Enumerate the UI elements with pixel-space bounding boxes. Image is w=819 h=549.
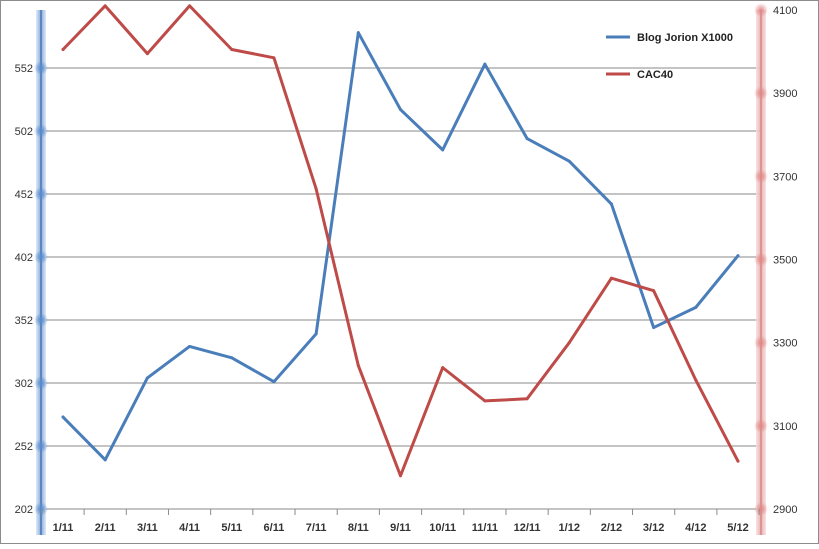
data-point [483,62,487,66]
data-point [61,48,65,52]
left-tick-mark [34,438,48,453]
left-tick-label: 302 [15,378,33,390]
left-tick-label: 402 [15,252,33,264]
data-point [230,356,234,360]
left-tick-mark [34,186,48,201]
data-point [314,187,318,191]
data-point [272,380,276,384]
left-tick-label: 452 [15,189,33,201]
x-tick-label: 5/12 [727,522,748,534]
x-tick-label: 11/11 [472,522,498,534]
data-point [694,305,698,309]
data-point [399,108,402,112]
x-tick-label: 2/12 [601,522,622,534]
data-point [567,159,571,163]
right-tick-mark [754,335,768,350]
data-point [441,366,445,370]
x-tick-label: 10/11 [429,522,456,534]
left-tick-label: 352 [15,315,33,327]
x-tick-label: 6/11 [264,522,285,534]
gridlines [41,67,761,510]
data-point [103,4,107,8]
data-point [609,276,613,280]
data-point [399,474,402,478]
data-point [694,378,698,382]
right-tick-label: 2900 [773,504,797,516]
right-tick-mark [754,169,768,184]
x-tick-label: 4/12 [685,522,706,534]
right-tick-mark [754,3,768,17]
x-tick-label: 8/11 [348,522,369,534]
right-tick-mark [754,86,768,101]
data-point [61,415,65,419]
x-tick-label: 1/12 [559,522,580,534]
x-tick-label: 5/11 [221,522,242,534]
series-lines [61,4,740,478]
right-tick-mark [754,418,768,433]
data-point [483,399,487,403]
data-point [609,202,613,206]
x-tick-label: 9/11 [390,522,411,534]
legend-label: CAC40 [637,69,673,81]
legend-label: Blog Jorion X1000 [637,32,733,44]
right-tick-label: 3900 [773,88,797,100]
left-tick-label: 202 [15,504,33,516]
data-point [567,341,571,345]
data-point [356,364,360,368]
data-point [230,48,234,52]
data-point [356,31,360,35]
data-point [652,289,656,293]
left-tick-label: 552 [15,63,33,75]
right-tick-label: 3100 [773,421,797,433]
x-tick-label: 1/11 [53,522,74,534]
right-tick-label: 4100 [773,5,797,17]
data-point [188,344,192,348]
left-tick-mark [34,375,48,390]
data-point [272,56,276,60]
left-tick-mark [34,123,48,138]
data-point [736,254,740,258]
data-point [652,326,656,330]
left-tick-mark [34,502,48,516]
data-point [525,397,529,401]
x-tick-label: 2/11 [95,522,116,534]
data-point [145,52,149,56]
left-tick-mark [34,249,48,264]
x-tick-label: 7/11 [306,522,327,534]
data-point [145,376,149,380]
data-point [736,459,740,463]
legend: Blog Jorion X1000 CAC40 [606,32,733,81]
axes: 202 252 302 352 402 452 502 552 2900 3100 3300 3500… [15,3,797,535]
x-tick-label: 3/12 [643,522,664,534]
data-point [525,137,529,141]
left-tick-label: 252 [15,441,33,453]
left-tick-label: 502 [15,126,33,138]
left-tick-mark [34,60,48,75]
right-tick-label: 3700 [773,171,797,183]
data-point [314,332,318,336]
right-tick-label: 3500 [773,255,797,267]
right-tick-mark [754,252,768,267]
x-tick-label: 12/11 [514,522,541,534]
data-point [188,4,192,8]
x-tick-label: 3/11 [137,522,158,534]
data-point [103,458,107,462]
right-tick-label: 3300 [773,338,797,350]
x-tick-label: 4/11 [179,522,200,534]
data-point [441,148,445,152]
left-tick-mark [34,312,48,327]
right-tick-mark [754,502,768,516]
